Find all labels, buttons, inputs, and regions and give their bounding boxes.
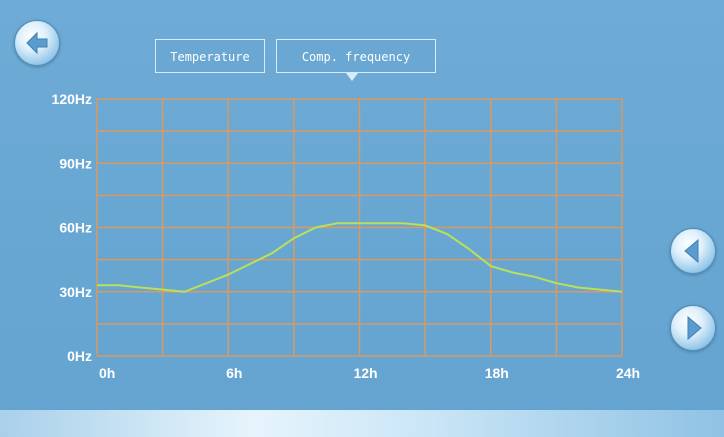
- y-axis-ticks: 0Hz 30Hz 60Hz 90Hz 120Hz: [52, 91, 92, 364]
- selected-tab-pointer: [346, 73, 358, 81]
- tab-temperature[interactable]: Temperature: [155, 39, 265, 73]
- frequency-line: [97, 222, 623, 293]
- tab-comp-frequency[interactable]: Comp. frequency: [276, 39, 436, 73]
- next-button[interactable]: [670, 305, 716, 351]
- chevron-left-icon: [684, 238, 699, 264]
- y-tick-label: 120Hz: [52, 91, 92, 107]
- previous-button[interactable]: [670, 228, 716, 274]
- back-button[interactable]: [14, 20, 60, 66]
- x-tick-label: 6h: [226, 365, 242, 381]
- x-tick-label: 0h: [99, 365, 115, 381]
- x-axis-ticks: 0h 6h 12h 18h 24h: [99, 365, 640, 381]
- bottom-bar: [0, 410, 724, 437]
- x-tick-label: 12h: [353, 365, 377, 381]
- x-tick-label: 24h: [616, 365, 640, 381]
- x-tick-label: 18h: [485, 365, 509, 381]
- y-tick-label: 60Hz: [59, 220, 92, 236]
- y-tick-label: 90Hz: [59, 155, 92, 171]
- y-tick-label: 30Hz: [59, 284, 92, 300]
- y-tick-label: 0Hz: [67, 348, 92, 364]
- chevron-right-icon: [687, 315, 702, 341]
- chart-grid: [96, 98, 623, 357]
- back-arrow-icon: [26, 31, 48, 55]
